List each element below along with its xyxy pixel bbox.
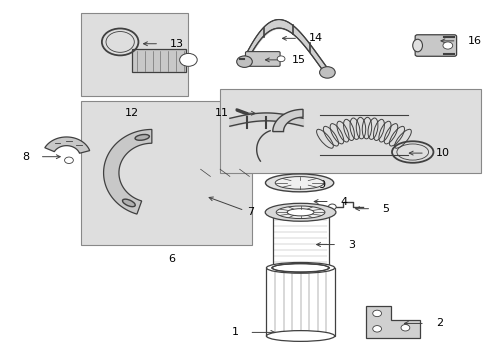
Ellipse shape — [412, 39, 422, 52]
Ellipse shape — [272, 264, 328, 273]
Polygon shape — [103, 130, 152, 214]
Ellipse shape — [266, 330, 334, 341]
Text: 6: 6 — [167, 253, 175, 264]
Text: 3: 3 — [347, 239, 354, 249]
Text: 4: 4 — [340, 197, 347, 207]
Text: 2: 2 — [435, 319, 442, 328]
Text: 9: 9 — [318, 180, 325, 190]
Circle shape — [319, 67, 334, 78]
Polygon shape — [45, 137, 89, 153]
Bar — [272, 214, 328, 268]
Circle shape — [328, 204, 335, 210]
Text: 8: 8 — [22, 152, 29, 162]
Bar — [266, 268, 334, 336]
Text: 13: 13 — [169, 39, 183, 49]
Text: 16: 16 — [467, 36, 480, 46]
Circle shape — [400, 324, 409, 331]
Ellipse shape — [264, 203, 335, 221]
Circle shape — [442, 42, 452, 49]
Bar — [220, 89, 480, 173]
Bar — [132, 49, 185, 72]
Circle shape — [179, 53, 197, 66]
Polygon shape — [366, 306, 419, 338]
Ellipse shape — [266, 262, 334, 273]
Text: 11: 11 — [214, 108, 228, 118]
Bar — [81, 13, 188, 96]
Text: 15: 15 — [291, 55, 305, 65]
Ellipse shape — [276, 206, 325, 219]
Ellipse shape — [265, 174, 333, 192]
Ellipse shape — [135, 135, 149, 140]
Text: 10: 10 — [435, 148, 449, 158]
FancyBboxPatch shape — [414, 35, 456, 56]
Circle shape — [236, 56, 252, 67]
Bar — [81, 101, 251, 244]
Circle shape — [277, 56, 285, 62]
Circle shape — [372, 325, 381, 332]
Text: 5: 5 — [381, 204, 388, 214]
Polygon shape — [272, 109, 303, 132]
Ellipse shape — [286, 209, 313, 216]
Circle shape — [372, 310, 381, 317]
Text: 14: 14 — [308, 33, 323, 43]
Text: 12: 12 — [125, 108, 139, 118]
Text: 7: 7 — [246, 207, 254, 217]
Text: 1: 1 — [231, 327, 238, 337]
Ellipse shape — [275, 177, 324, 189]
Ellipse shape — [272, 210, 328, 219]
Ellipse shape — [122, 199, 135, 207]
Circle shape — [64, 157, 73, 163]
FancyBboxPatch shape — [245, 51, 280, 66]
